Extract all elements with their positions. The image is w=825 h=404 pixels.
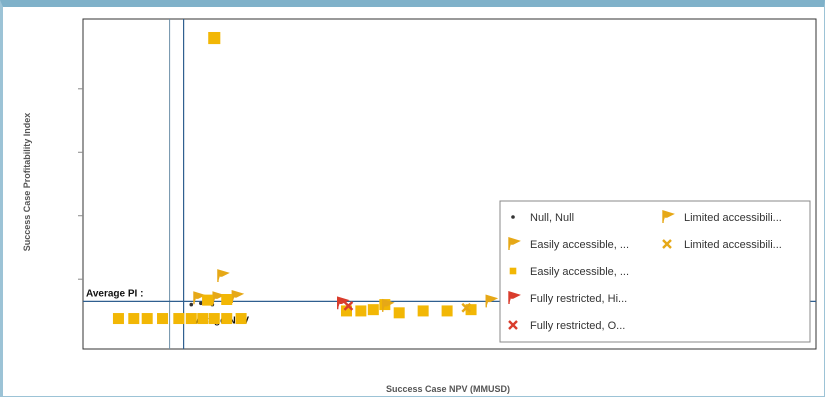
data-point-s0-1: [199, 301, 203, 306]
data-point-s5-1: [382, 298, 395, 312]
legend-label-3: Fully restricted, Hi...: [530, 293, 627, 305]
legend-label-1: Easily accessible, ...: [530, 239, 629, 251]
legend-marker-6: [662, 239, 672, 249]
legend: Null, Null Easily accessible, ... Easily a…: [499, 200, 811, 343]
data-point-s2-8: [208, 313, 220, 325]
data-point-s2-0: [208, 31, 221, 45]
legend-marker-5: [662, 210, 675, 223]
data-point-s6-1: [461, 302, 472, 313]
legend-marker-0: [511, 215, 515, 219]
avg-pi-label: Average PI :: [86, 288, 143, 299]
data-point-s2-17: [441, 305, 453, 317]
data-point-s2-18: [465, 304, 477, 316]
data-point-s2-11: [340, 305, 352, 317]
data-point-s1-0: [217, 269, 230, 283]
data-point-s3-0: [337, 296, 350, 310]
data-point-s2-12: [355, 305, 367, 317]
legend-label-2: Easily accessible, ...: [530, 266, 629, 278]
data-point-s2-1: [112, 313, 124, 325]
data-point-s2-9: [221, 313, 233, 325]
scatter-chart: Success Case Profitability Index Success…: [22, 18, 817, 394]
legend-label-5: Limited accessibili...: [684, 212, 782, 224]
data-point-s2-7: [197, 313, 209, 325]
data-point-s2-3: [141, 313, 153, 325]
data-point-s2-4: [157, 313, 169, 325]
data-point-s2-13: [367, 304, 379, 316]
x-axis-title: Success Case NPV (MMUSD): [386, 384, 510, 394]
legend-box: [499, 200, 811, 343]
legend-marker-4: [508, 320, 518, 330]
legend-label-6: Limited accessibili...: [684, 239, 782, 251]
data-point-s5-0: [485, 294, 499, 308]
data-point-s2-19: [202, 294, 214, 306]
data-point-s2-16: [417, 305, 429, 317]
data-point-s2-6: [185, 313, 197, 325]
data-point-s2-15: [393, 307, 405, 319]
data-point-s2-2: [128, 313, 140, 325]
data-point-s2-5: [173, 313, 185, 325]
legend-marker-3: [508, 291, 521, 304]
legend-label-0: Null, Null: [530, 212, 574, 224]
data-point-s0-0: [189, 302, 194, 307]
y-axis-title: Success Case Profitability Index: [22, 113, 32, 252]
data-point-s2-10: [235, 313, 247, 325]
data-point-s4-0: [343, 300, 354, 311]
legend-marker-1: [508, 237, 521, 250]
data-point-s1-1: [231, 290, 245, 303]
legend-marker-2: [509, 267, 517, 275]
data-point-s2-20: [221, 294, 233, 305]
legend-label-4: Fully restricted, O...: [530, 320, 625, 332]
